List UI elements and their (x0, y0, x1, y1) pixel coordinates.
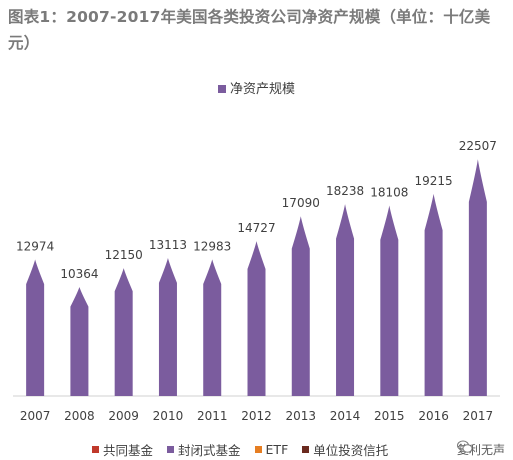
data-label: 22507 (459, 139, 497, 153)
bar (114, 268, 133, 396)
bar (247, 241, 266, 396)
bottom-legend-item: ETF (254, 440, 289, 458)
data-label: 18108 (370, 186, 408, 200)
chart-title: 图表1：2007-2017年美国各类投资公司净资产规模（单位：十亿美元） (8, 8, 491, 52)
bar (203, 259, 222, 396)
bottom-legend-label: ETF (265, 441, 289, 457)
x-tick-label: 2017 (463, 409, 494, 423)
bottom-legend-item: 共同基金 (92, 440, 153, 458)
watermark: 复利无声 (456, 440, 505, 458)
bar (380, 205, 399, 396)
x-tick-label: 2010 (153, 409, 184, 423)
x-tick-label: 2016 (418, 409, 449, 423)
bar (291, 216, 310, 396)
bottom-legend-item: 单位投资信托 (302, 440, 388, 458)
x-tick-label: 2011 (197, 409, 228, 423)
x-tick-label: 2015 (374, 409, 405, 423)
bar (158, 258, 177, 396)
bottom-legend-item: 封闭式基金 (167, 440, 241, 458)
legend-top: 净资产规模 (0, 78, 513, 98)
x-tick-label: 2012 (241, 409, 272, 423)
bottom-legend: 共同基金 封闭式基金 ETF 单位投资信托 (92, 440, 388, 458)
x-tick-label: 2014 (330, 409, 361, 423)
legend-label: 净资产规模 (229, 82, 295, 97)
data-label: 17090 (282, 196, 320, 210)
legend-swatch (217, 85, 226, 93)
bottom-legend-swatch (92, 445, 99, 453)
data-label: 19215 (414, 174, 452, 188)
data-label: 12150 (105, 248, 143, 262)
data-label: 10364 (60, 267, 98, 281)
bar (424, 193, 443, 396)
bar (26, 259, 45, 396)
bottom-legend-label: 封闭式基金 (178, 442, 241, 458)
x-tick-label: 2009 (108, 409, 139, 423)
data-label: 14727 (237, 221, 275, 235)
bar (70, 286, 89, 396)
bottom-legend-swatch (302, 445, 310, 453)
data-label: 13113 (149, 238, 187, 252)
x-tick-label: 2007 (20, 409, 51, 423)
wechat-icon (456, 440, 473, 453)
bar (336, 204, 355, 396)
x-tick-label: 2008 (64, 409, 95, 423)
bottom-legend-swatch (254, 445, 262, 453)
bottom-legend-label: 共同基金 (103, 442, 154, 458)
data-label: 18238 (326, 184, 364, 198)
x-tick-label: 2013 (285, 409, 316, 423)
bottom-legend-swatch (167, 445, 175, 453)
data-label: 12983 (193, 239, 231, 253)
bar (468, 159, 487, 396)
data-label: 12974 (16, 240, 54, 254)
bottom-legend-label: 单位投资信托 (313, 442, 389, 458)
